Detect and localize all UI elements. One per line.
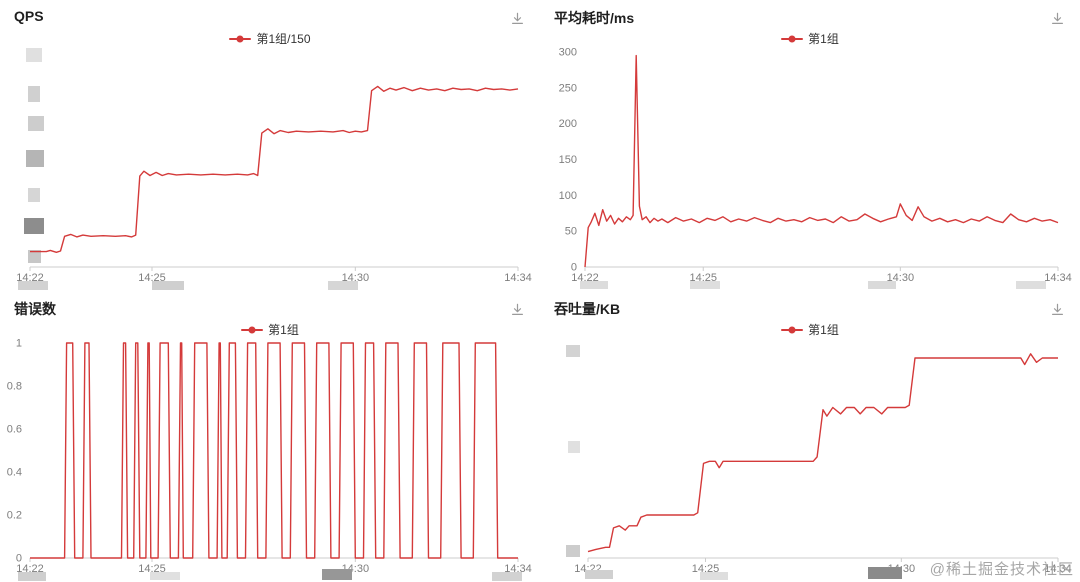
y-tick-label: 300 — [559, 47, 577, 59]
x-tick-label: 14:34 — [1044, 272, 1072, 284]
y-tick-label: 0.8 — [7, 381, 22, 393]
redacted-label — [566, 345, 580, 357]
redacted-label — [566, 545, 580, 557]
legend-label: 第1组/150 — [256, 32, 311, 46]
y-tick-label: 0.4 — [7, 467, 22, 479]
redacted-label — [28, 116, 44, 131]
chart-title-error-count: 错误数 — [14, 301, 56, 317]
x-tick-label: 14:34 — [1044, 563, 1072, 575]
qps-plot-area: 14:22 14:25 14:30 14:34 — [16, 48, 532, 290]
redacted-label — [868, 567, 902, 579]
legend-item[interactable]: 第1组 — [540, 30, 1080, 47]
watermark: @稀土掘金技术社区 — [929, 561, 1074, 578]
redacted-label — [28, 188, 40, 202]
redacted-label — [26, 48, 42, 62]
chart-panel-qps: QPS 第1组/150 14:22 14:25 14:30 14:34 — [0, 0, 540, 291]
redacted-label — [150, 572, 180, 580]
redacted-label — [28, 250, 41, 263]
redacted-label — [152, 281, 184, 290]
chart-panel-avg-latency: 平均耗时/ms 第1组 14:22 14:25 14:30 14:34 0 50 100 15… — [540, 0, 1080, 291]
y-tick-label: 0.2 — [7, 510, 22, 522]
series-line-marker-icon — [781, 326, 804, 333]
redacted-label — [322, 569, 352, 580]
y-tick-label: 0 — [16, 553, 22, 565]
download-icon[interactable] — [1048, 9, 1067, 28]
legend-label: 第1组 — [808, 32, 839, 46]
y-tick-label: 150 — [559, 154, 577, 166]
y-tick-label: 250 — [559, 82, 577, 94]
redacted-label — [690, 281, 720, 289]
redacted-label — [328, 281, 358, 290]
legend-item[interactable]: 第1组 — [540, 321, 1080, 338]
download-icon[interactable] — [508, 300, 527, 319]
chart-title-avg-latency: 平均耗时/ms — [554, 10, 635, 26]
series-line — [30, 85, 519, 254]
download-icon[interactable] — [1048, 300, 1067, 319]
redacted-label — [868, 281, 896, 289]
redacted-label — [580, 281, 608, 289]
y-tick-label: 0.6 — [7, 424, 22, 436]
series-line — [584, 54, 1059, 268]
y-tick-label: 1 — [16, 338, 22, 350]
redacted-label — [585, 570, 613, 579]
y-tick-label: 100 — [559, 190, 577, 202]
redacted-label — [492, 572, 522, 581]
download-icon[interactable] — [508, 9, 527, 28]
redacted-label — [18, 281, 48, 290]
redacted-label — [700, 572, 728, 580]
legend-label: 第1组 — [268, 323, 299, 337]
y-tick-label: 50 — [565, 226, 577, 238]
series-line — [587, 353, 1058, 553]
chart-title-throughput: 吞吐量/KB — [554, 301, 621, 317]
y-tick-label: 0 — [571, 262, 577, 274]
chart-title-qps: QPS — [14, 8, 44, 24]
legend-item[interactable]: 第1组/150 — [0, 30, 540, 47]
redacted-label — [18, 572, 46, 581]
series-line-marker-icon — [781, 35, 804, 42]
series-line-marker-icon — [241, 326, 264, 333]
chart-panel-error-count: 错误数 第1组 14:22 14:25 14:30 14:34 0 0.2 0.4 0.6 0.… — [0, 291, 540, 582]
redacted-label — [1016, 281, 1046, 289]
redacted-label — [28, 86, 40, 102]
redacted-label — [24, 218, 44, 234]
y-tick-label: 200 — [559, 118, 577, 130]
redacted-label — [568, 441, 580, 453]
x-tick-label: 14:34 — [504, 272, 532, 284]
legend-label: 第1组 — [808, 323, 839, 337]
series-line-marker-icon — [229, 35, 252, 42]
legend-item[interactable]: 第1组 — [0, 321, 540, 338]
series-line — [30, 342, 518, 559]
redacted-label — [26, 150, 44, 167]
